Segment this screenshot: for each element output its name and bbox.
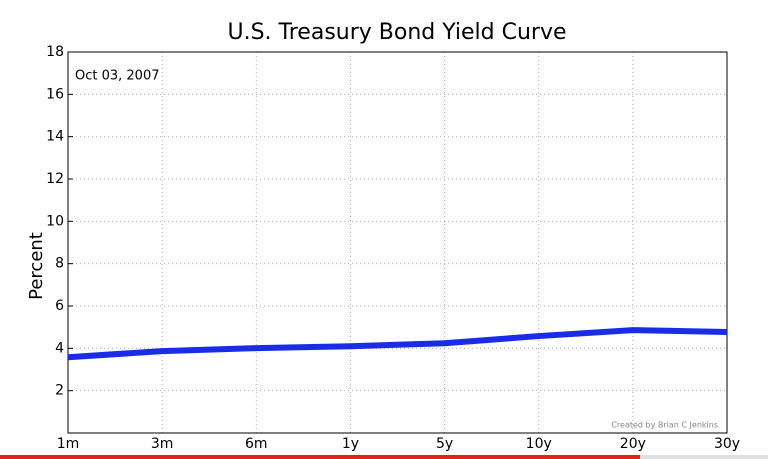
x-tick-label: 3m [151,436,174,452]
y-tick-label: 4 [55,340,64,356]
y-tick-label: 16 [46,86,64,102]
x-tick-label: 1y [342,436,359,452]
chart-title: U.S. Treasury Bond Yield Curve [227,20,566,45]
video-progress [0,455,640,459]
y-axis-label: Percent [26,232,47,300]
credit-annotation: Created by Brian C Jenkins [611,421,718,430]
x-tick-label: 1m [57,436,80,452]
line-series [67,327,728,361]
x-tick-label: 10y [526,436,552,452]
x-tick-label: 30y [714,436,740,452]
y-tick-label: 8 [55,256,64,272]
y-tick-label: 18 [46,44,64,60]
y-tick-label: 10 [46,213,64,229]
x-tick-label: 6m [245,436,268,452]
y-tick-label: 2 [55,383,64,399]
y-tick-label: 6 [55,298,64,314]
y-tick-label: 12 [46,171,64,187]
x-tick-label: 5y [436,436,453,452]
date-annotation: Oct 03, 2007 [75,69,160,84]
y-tick-label: 14 [46,129,64,145]
x-tick-label: 20y [620,436,646,452]
plot-frame [67,51,728,434]
